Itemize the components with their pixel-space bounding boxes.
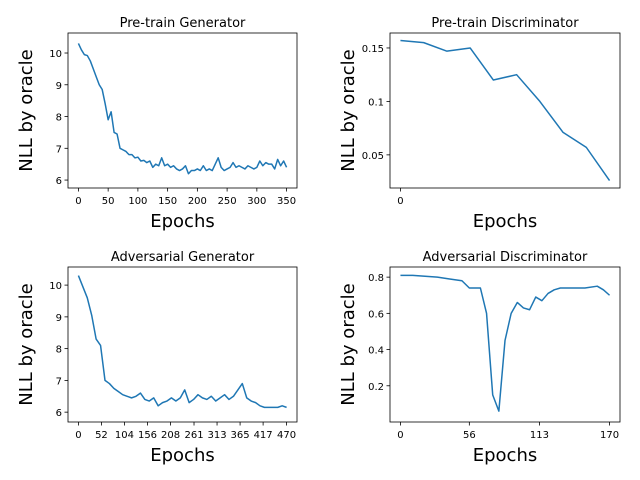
axes-frame (67, 266, 298, 423)
axes-frame (389, 266, 621, 423)
x-tick-label: 150 (158, 196, 177, 207)
x-tick-label: 56 (463, 430, 476, 441)
data-line (400, 274, 611, 412)
y-tick-label: 0.05 (362, 151, 384, 162)
x-axis-label: Epochs (150, 445, 215, 466)
y-tick-label: 0.4 (368, 346, 384, 357)
x-tick-label: 365 (231, 430, 250, 441)
x-tick-label: 170 (600, 430, 619, 441)
data-line (400, 39, 611, 181)
y-tick-label: 0.1 (368, 97, 384, 108)
x-tick-label: 0 (397, 196, 403, 207)
y-axis-label: NLL by oracle (16, 49, 37, 171)
y-tick-label: 0.8 (368, 273, 384, 284)
data-line (77, 43, 288, 175)
x-tick-label: 208 (161, 430, 180, 441)
y-tick-label: 6 (56, 176, 62, 187)
axes-frame (67, 32, 298, 189)
y-tick-label: 9 (56, 81, 62, 92)
y-tick-label: 10 (49, 49, 62, 60)
chart-title: Pre-train Discriminator (431, 16, 579, 31)
x-tick-label: 156 (138, 430, 157, 441)
x-tick-label: 250 (218, 196, 237, 207)
y-axis-label: NLL by oracle (338, 283, 359, 405)
y-tick-label: 10 (49, 281, 62, 292)
x-tick-label: 350 (277, 196, 296, 207)
y-tick-label: 7 (56, 144, 62, 155)
x-tick-label: 113 (530, 430, 549, 441)
y-tick-label: 7 (56, 376, 62, 387)
y-tick-label: 0.6 (368, 309, 384, 320)
axes-frame (389, 32, 621, 189)
chart-title: Adversarial Discriminator (423, 250, 588, 265)
x-tick-label: 104 (115, 430, 134, 441)
x-tick-label: 0 (397, 430, 403, 441)
x-tick-label: 313 (208, 430, 227, 441)
data-line (77, 275, 287, 409)
x-axis-label: Epochs (150, 211, 215, 232)
chart-title: Adversarial Generator (111, 250, 255, 265)
chart-title: Pre-train Generator (120, 16, 246, 31)
y-tick-label: 6 (56, 408, 62, 419)
x-tick-label: 52 (95, 430, 108, 441)
x-tick-label: 200 (188, 196, 207, 207)
x-tick-label: 300 (247, 196, 266, 207)
x-tick-label: 261 (184, 430, 203, 441)
x-axis-label: Epochs (473, 445, 538, 466)
y-tick-label: 8 (56, 113, 62, 124)
x-tick-label: 417 (254, 430, 273, 441)
y-tick-label: 8 (56, 345, 62, 356)
x-tick-label: 0 (75, 430, 81, 441)
x-axis-label: Epochs (473, 211, 538, 232)
y-tick-label: 0.2 (368, 382, 384, 393)
x-tick-label: 50 (102, 196, 115, 207)
x-tick-label: 100 (128, 196, 147, 207)
y-axis-label: NLL by oracle (16, 283, 37, 405)
x-tick-label: 0 (75, 196, 81, 207)
x-tick-label: 470 (277, 430, 296, 441)
y-tick-label: 0.15 (362, 44, 384, 55)
y-tick-label: 9 (56, 313, 62, 324)
y-axis-label: NLL by oracle (338, 49, 359, 171)
